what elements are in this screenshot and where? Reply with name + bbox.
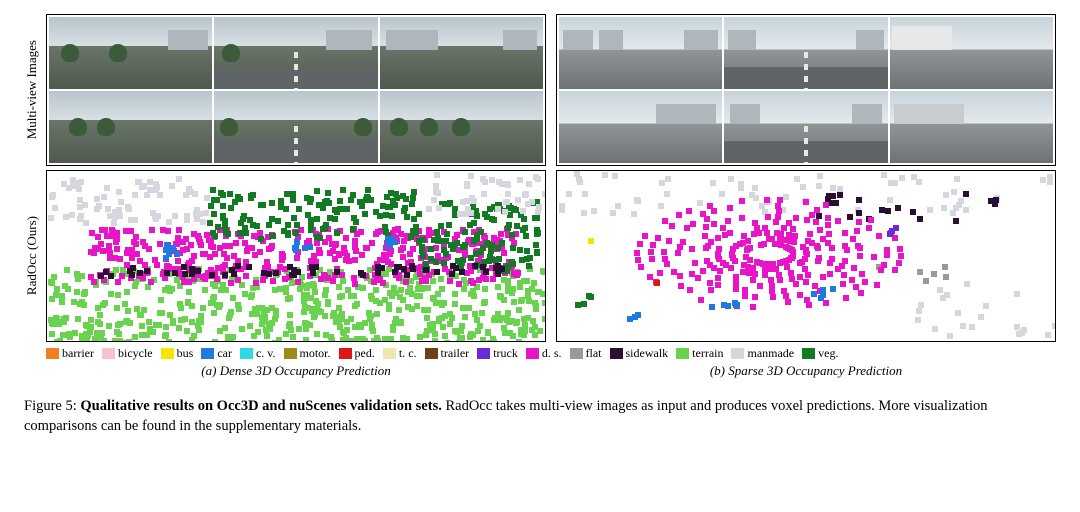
legend-swatch [201, 348, 214, 359]
legend-label: bicycle [118, 346, 153, 361]
legend-label: sidewalk [626, 346, 669, 361]
legend-label: barrier [62, 346, 94, 361]
mv-cell [49, 91, 212, 163]
legend-item: terrain [676, 346, 723, 361]
legend-swatch [425, 348, 438, 359]
legend-item: car [201, 346, 232, 361]
row-pred: RadOcc (Ours) [24, 170, 1056, 342]
legend-item: flat [570, 346, 602, 361]
legend-item: manmade [731, 346, 794, 361]
legend-swatch [570, 348, 583, 359]
subcaption-a: (a) Dense 3D Occupancy Prediction [46, 361, 546, 379]
legend-swatch [731, 348, 744, 359]
legend-item: bus [161, 346, 194, 361]
legend-item: d. s. [526, 346, 562, 361]
legend-item: veg. [802, 346, 838, 361]
mv-cell [890, 91, 1053, 163]
mv-cell [49, 17, 212, 89]
legend-swatch [802, 348, 815, 359]
legend-swatch [676, 348, 689, 359]
legend-item: trailer [425, 346, 470, 361]
legend-swatch [383, 348, 396, 359]
row-label-images: Multi-view Images [24, 14, 40, 166]
mv-grid-a [47, 15, 545, 165]
row-label-images-text: Multi-view Images [24, 40, 40, 139]
legend-label: veg. [818, 346, 838, 361]
legend-label: manmade [747, 346, 794, 361]
legend-swatch [339, 348, 352, 359]
legend-swatch [46, 348, 59, 359]
mv-cell [890, 17, 1053, 89]
legend-item: barrier [46, 346, 94, 361]
legend-label: car [217, 346, 232, 361]
subcaptions: (a) Dense 3D Occupancy Prediction (b) Sp… [24, 361, 1056, 379]
legend-item: t. c. [383, 346, 417, 361]
legend-swatch [240, 348, 253, 359]
legend: barrier bicycle bus car c. v. motor. ped. t. c.… [24, 342, 1056, 361]
legend-swatch [477, 348, 490, 359]
row-label-pred-text: RadOcc (Ours) [24, 216, 40, 295]
multiview-panel-b [556, 14, 1056, 166]
legend-label: ped. [355, 346, 375, 361]
figure: Multi-view Images [24, 14, 1056, 436]
legend-item: truck [477, 346, 518, 361]
legend-label: flat [586, 346, 602, 361]
mv-cell [214, 91, 377, 163]
caption-bold: Qualitative results on Occ3D and nuScene… [80, 398, 441, 414]
mv-cell [380, 17, 543, 89]
mv-cell [724, 17, 887, 89]
legend-swatch [610, 348, 623, 359]
legend-swatch [161, 348, 174, 359]
multiview-panel-a [46, 14, 546, 166]
legend-item: bicycle [102, 346, 153, 361]
legend-label: bus [177, 346, 194, 361]
voxel-panel-sparse [556, 170, 1056, 342]
legend-swatch [102, 348, 115, 359]
legend-label: d. s. [542, 346, 562, 361]
row-multiview: Multi-view Images [24, 14, 1056, 166]
mv-cell [724, 91, 887, 163]
legend-label: terrain [692, 346, 723, 361]
legend-item: ped. [339, 346, 375, 361]
legend-item: sidewalk [610, 346, 669, 361]
mv-cell [559, 17, 722, 89]
legend-swatch [526, 348, 539, 359]
mv-cell [380, 91, 543, 163]
legend-item: c. v. [240, 346, 276, 361]
mv-cell [559, 91, 722, 163]
voxel-panel-dense [46, 170, 546, 342]
legend-item: motor. [284, 346, 331, 361]
legend-label: motor. [300, 346, 331, 361]
caption-fignum: Figure 5: [24, 398, 80, 414]
legend-label: truck [493, 346, 518, 361]
legend-label: trailer [441, 346, 470, 361]
row-label-pred: RadOcc (Ours) [24, 170, 40, 342]
mv-grid-b [557, 15, 1055, 165]
figure-caption: Figure 5: Qualitative results on Occ3D a… [24, 379, 1056, 436]
legend-label: c. v. [256, 346, 276, 361]
pred-panels [46, 170, 1056, 342]
legend-label: t. c. [399, 346, 417, 361]
mv-cell [214, 17, 377, 89]
subcaption-b: (b) Sparse 3D Occupancy Prediction [556, 361, 1056, 379]
multiview-panels [46, 14, 1056, 166]
legend-swatch [284, 348, 297, 359]
